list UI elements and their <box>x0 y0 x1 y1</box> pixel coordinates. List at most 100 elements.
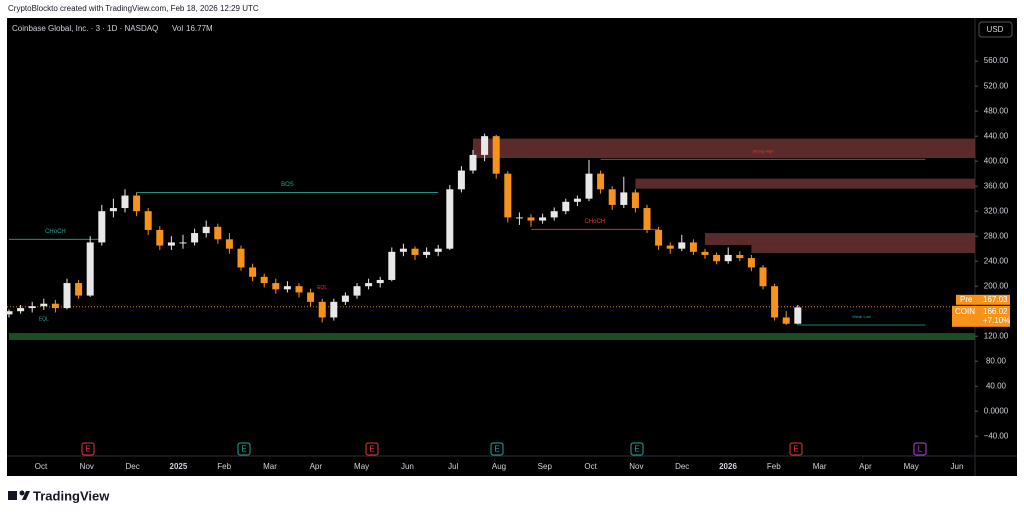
note: EQL <box>39 317 49 323</box>
candle-body <box>492 136 500 174</box>
logo-mark <box>8 491 17 500</box>
candle-body <box>724 254 732 262</box>
event-marker[interactable] <box>81 442 95 456</box>
y-tick-label: 400.00 <box>984 156 1009 165</box>
candle-body <box>747 258 755 268</box>
x-tick-label: Nov <box>629 462 643 471</box>
candle-body <box>527 217 535 221</box>
event-label: E <box>494 445 499 454</box>
candle-body <box>75 283 83 296</box>
y-tick-label: −40.00 <box>984 431 1009 440</box>
event-marker[interactable] <box>630 442 644 456</box>
structure-label: BOS <box>281 182 294 188</box>
candle-body <box>376 279 384 284</box>
candle-body <box>782 317 790 324</box>
last-badge <box>952 305 1010 327</box>
candle-body <box>225 239 233 249</box>
event-label: E <box>793 445 798 454</box>
x-tick-label: Feb <box>767 462 781 471</box>
candle-body <box>794 307 802 324</box>
y-tick-label: 40.00 <box>986 381 1007 390</box>
candle-body <box>260 276 268 284</box>
candle-body <box>678 242 686 249</box>
last-value: 166.02 <box>983 307 1008 316</box>
x-tick-label: Dec <box>675 462 689 471</box>
candle-body <box>121 195 129 209</box>
candle-body <box>133 195 141 212</box>
x-tick-label: Mar <box>263 462 277 471</box>
structure-label: Weak Low <box>852 314 871 319</box>
symbol-title: Coinbase Global, Inc. · 3 · 1D · NASDAQ <box>12 24 158 33</box>
candle-body <box>631 192 639 209</box>
x-tick-label: Aug <box>492 462 506 471</box>
candle-body <box>643 208 651 230</box>
candle-body <box>156 229 164 246</box>
x-tick-label: Oct <box>35 462 48 471</box>
logo-mark <box>22 491 30 500</box>
x-tick-label: 2026 <box>719 462 737 471</box>
note: EQL <box>317 285 327 291</box>
y-tick-label: 560.00 <box>984 56 1009 65</box>
x-tick-label: Feb <box>217 462 231 471</box>
event-label: E <box>85 445 90 454</box>
event-marker[interactable] <box>913 442 927 456</box>
event-marker[interactable] <box>789 442 803 456</box>
currency-button[interactable] <box>978 21 1013 38</box>
candle-body <box>341 295 349 302</box>
candle-body <box>736 254 744 259</box>
event-marker[interactable] <box>365 442 379 456</box>
x-tick-label: Apr <box>859 462 872 471</box>
candle-body <box>295 286 303 293</box>
y-tick-label: 320.00 <box>984 206 1009 215</box>
y-tick-label: 200.00 <box>984 281 1009 290</box>
y-tick-label: 80.00 <box>986 356 1007 365</box>
brand: TradingView <box>33 488 110 503</box>
logo: TradingView <box>8 488 110 503</box>
x-tick-label: Dec <box>125 462 139 471</box>
structure-label: Strong High <box>752 148 773 153</box>
y-tick-label: 280.00 <box>984 231 1009 240</box>
pre-badge <box>956 294 1010 305</box>
y-tick-label: 440.00 <box>984 131 1009 140</box>
candle-body <box>550 211 558 218</box>
zone <box>9 333 975 340</box>
last-symbol: COIN <box>955 307 975 316</box>
candle-body <box>562 201 570 212</box>
candle-body <box>237 248 245 268</box>
y-tick-label: 480.00 <box>984 106 1009 115</box>
candle-body <box>771 286 779 318</box>
x-tick-label: Mar <box>813 462 827 471</box>
candle-body <box>167 242 175 246</box>
currency[interactable]: USD <box>987 25 1004 34</box>
last-change: +7.10% <box>983 316 1010 325</box>
x-tick-label: Jun <box>401 462 414 471</box>
candle-body <box>585 173 593 199</box>
candle-body <box>388 251 396 280</box>
candle-body <box>5 311 13 315</box>
x-tick-label: Nov <box>80 462 94 471</box>
candle-body <box>144 211 152 230</box>
candle-body <box>573 198 581 202</box>
zone <box>705 233 975 245</box>
candle-body <box>515 217 523 219</box>
y-tick-label: 240.00 <box>984 256 1009 265</box>
candle-body <box>713 254 721 262</box>
event-label: E <box>634 445 639 454</box>
event-marker[interactable] <box>237 442 251 456</box>
candle-body <box>434 248 442 252</box>
event-label: L <box>918 445 923 454</box>
candle-body <box>481 136 489 155</box>
candle-body <box>701 251 709 255</box>
x-tick-label: Jun <box>951 462 964 471</box>
pre-value: 167.03 <box>983 295 1008 304</box>
candle-body <box>423 251 431 255</box>
candle-body <box>272 283 280 290</box>
event-marker[interactable] <box>490 442 504 456</box>
candle-body <box>469 154 477 171</box>
x-tick-label: 2025 <box>170 462 188 471</box>
candle-body <box>318 301 326 318</box>
candle-body <box>307 292 315 302</box>
candle-body <box>179 242 187 244</box>
candle-body <box>202 226 210 234</box>
